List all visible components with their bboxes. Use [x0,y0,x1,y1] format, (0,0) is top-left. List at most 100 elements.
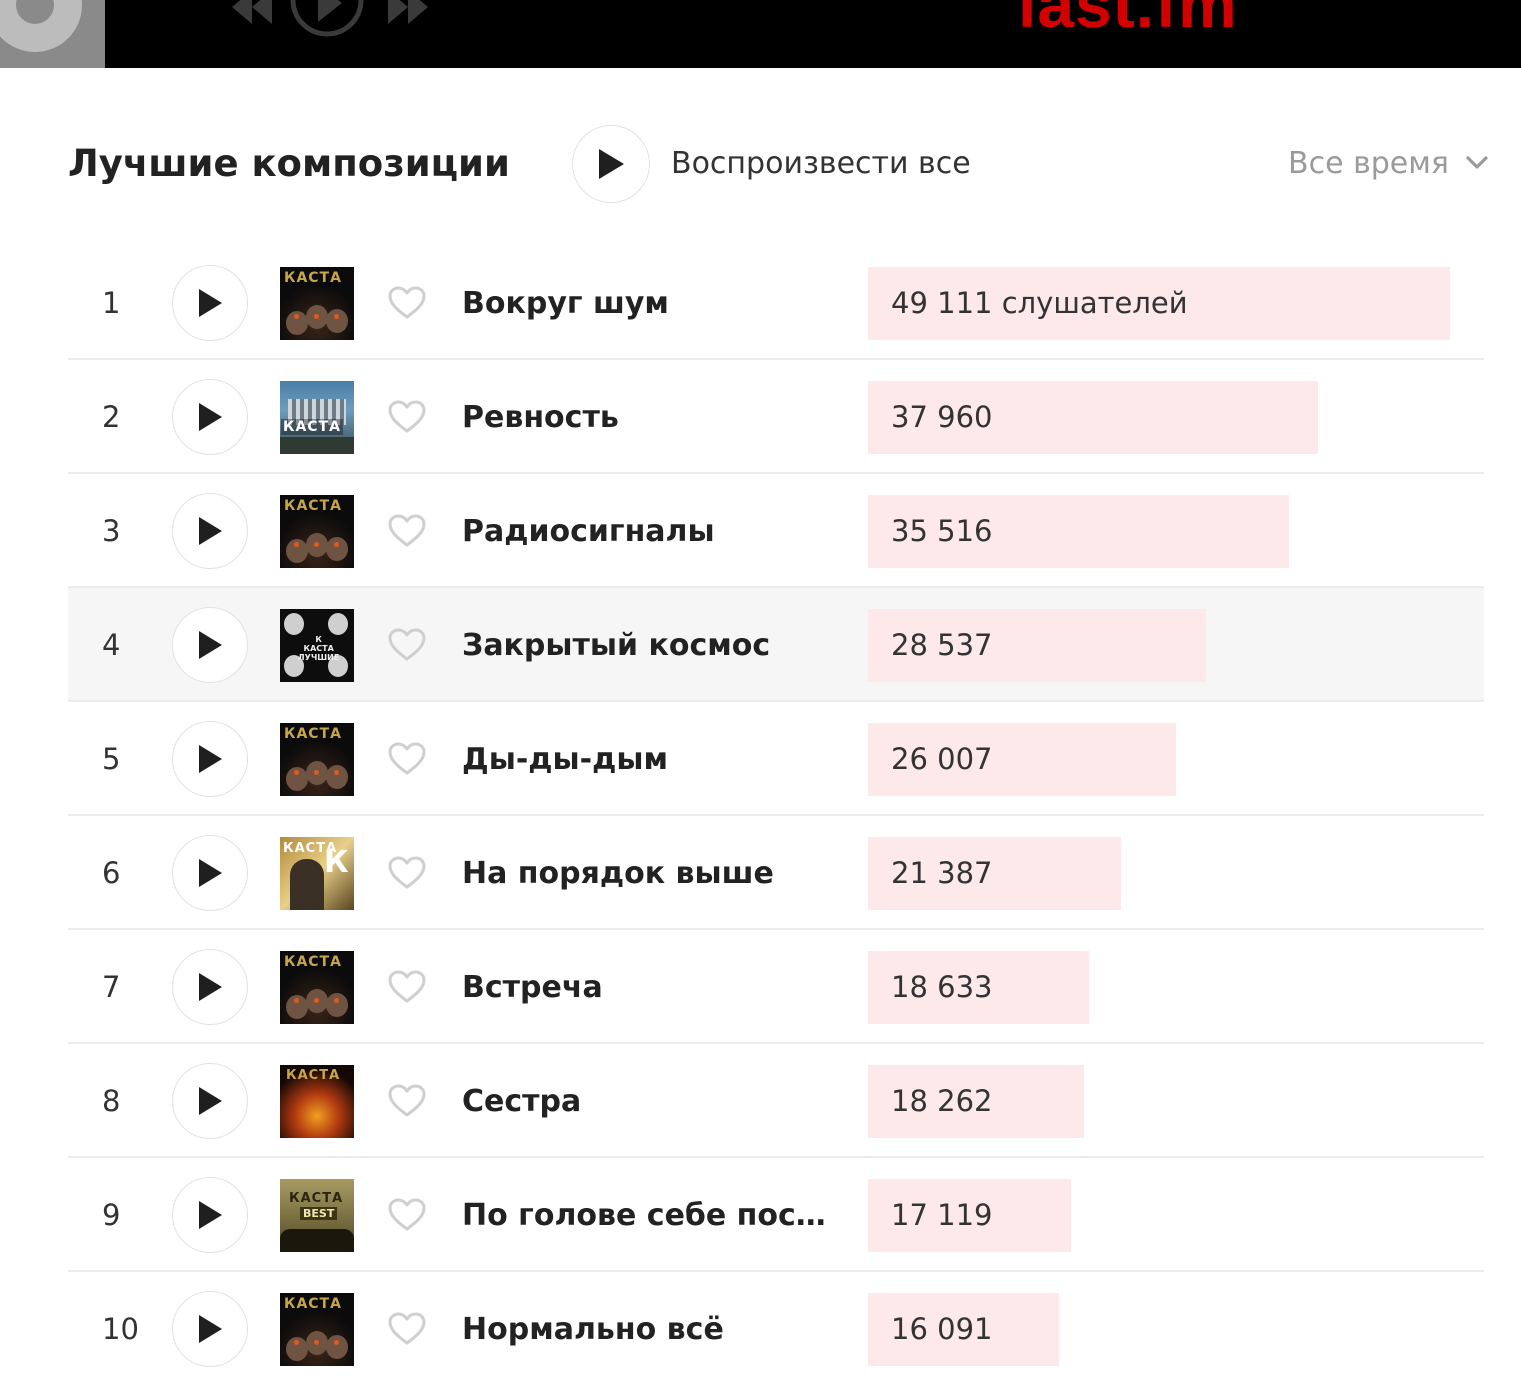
track-title[interactable]: На порядок выше [462,856,774,891]
track-cover[interactable]: КАСТА [280,267,354,340]
album-cover-art: КАСТА [280,381,354,454]
listeners-count: 35 516 [891,514,993,548]
player-play-button[interactable] [290,0,364,38]
heart-icon[interactable] [388,1198,426,1232]
play-all-label[interactable]: Воспроизвести все [671,146,971,181]
previous-button[interactable] [228,0,276,32]
album-cover-art: КАСТА [280,723,354,796]
track-title[interactable]: Вокруг шум [462,286,669,321]
listeners-bar [868,609,1206,682]
track-row[interactable]: 4 К КАСТА ЛУЧШИЕ Закрытый космос 28 537 [68,588,1484,702]
heart-icon[interactable] [388,1312,426,1346]
play-icon [199,1087,222,1115]
track-cover[interactable]: КАСТА К [280,837,354,910]
track-play-button[interactable] [172,265,248,341]
track-rank: 3 [102,514,121,548]
track-row[interactable]: 2 КАСТА Ревность 37 960 [68,360,1484,474]
track-play-button[interactable] [172,493,248,569]
track-cover[interactable]: КАСТА [280,1065,354,1138]
track-play-button[interactable] [172,835,248,911]
listeners-bar [868,267,1450,340]
track-rank: 6 [102,856,121,890]
track-rank: 9 [102,1198,121,1232]
play-all-button[interactable] [572,125,650,203]
heart-icon[interactable] [388,1084,426,1118]
track-cover[interactable]: КАСТА [280,723,354,796]
listeners-count: 28 537 [891,628,993,662]
heart-icon[interactable] [388,286,426,320]
track-play-button[interactable] [172,1291,248,1367]
track-title[interactable]: Ды-ды-дым [462,742,668,777]
chevron-down-icon [1466,155,1488,169]
lastfm-logo[interactable]: last.fm [1018,0,1238,41]
listeners-count: 49 111 слушателей [891,286,1188,320]
track-rank: 2 [102,400,121,434]
user-avatar[interactable] [0,0,105,68]
player-play-icon [290,0,364,37]
listeners-bar [868,381,1318,454]
track-row[interactable]: 7 КАСТА Встреча 18 633 [68,930,1484,1044]
track-rank: 10 [102,1312,139,1346]
heart-icon[interactable] [388,400,426,434]
next-button[interactable] [384,0,432,32]
track-row[interactable]: 9 КАСТА BEST По голове себе посту... 17 119 [68,1158,1484,1272]
track-cover[interactable]: КАСТА [280,381,354,454]
track-row[interactable]: 3 КАСТА Радиосигналы 35 516 [68,474,1484,588]
play-icon [199,289,222,317]
track-rank: 1 [102,286,121,320]
track-cover[interactable]: КАСТА [280,951,354,1024]
track-play-button[interactable] [172,1063,248,1139]
track-play-button[interactable] [172,607,248,683]
listeners-bar [868,495,1289,568]
track-row[interactable]: 8 КАСТА Сестра 18 262 [68,1044,1484,1158]
listeners-count: 18 262 [891,1084,993,1118]
listeners-bar [868,951,1089,1024]
album-cover-art: КАСТА [280,267,354,340]
track-title[interactable]: Сестра [462,1084,582,1119]
track-cover[interactable]: КАСТА [280,1293,354,1366]
track-row[interactable]: 5 КАСТА Ды-ды-дым 26 007 [68,702,1484,816]
track-play-button[interactable] [172,379,248,455]
track-cover[interactable]: К КАСТА ЛУЧШИЕ [280,609,354,682]
track-title[interactable]: По голове себе посту... [462,1198,834,1233]
album-cover-art: КАСТА [280,1065,354,1138]
heart-icon[interactable] [388,514,426,548]
album-cover-art: КАСТА [280,951,354,1024]
time-range-value: Все время [1288,146,1449,181]
play-icon [199,1201,222,1229]
heart-icon[interactable] [388,970,426,1004]
listeners-count: 17 119 [891,1198,993,1232]
track-cover[interactable]: КАСТА BEST [280,1179,354,1252]
track-title[interactable]: Нормально всё [462,1312,724,1347]
album-cover-art: КАСТА К [280,837,354,910]
track-row[interactable]: 1 КАСТА Вокруг шум 49 111 слушателей [68,246,1484,360]
track-row[interactable]: 10 КАСТА Нормально всё 16 091 [68,1272,1484,1377]
track-title[interactable]: Встреча [462,970,603,1005]
previous-icon [232,0,272,24]
play-icon [199,1315,222,1343]
heart-icon[interactable] [388,742,426,776]
listeners-count: 16 091 [891,1312,993,1346]
album-cover-art: КАСТА [280,495,354,568]
track-title[interactable]: Ревность [462,400,619,435]
track-rank: 7 [102,970,121,1004]
track-title[interactable]: Закрытый космос [462,628,771,663]
play-icon [199,631,222,659]
track-cover[interactable]: КАСТА [280,495,354,568]
top-tracks-list: 1 КАСТА Вокруг шум 49 111 слушателей 2 КАСТА Р… [68,246,1484,1377]
track-title[interactable]: Радиосигналы [462,514,715,549]
track-rank: 8 [102,1084,121,1118]
top-player-bar: last.fm [0,0,1521,68]
time-range-select[interactable]: Все время [1288,146,1489,181]
heart-icon[interactable] [388,856,426,890]
album-cover-art: КАСТА [280,1293,354,1366]
heart-icon[interactable] [388,628,426,662]
track-play-button[interactable] [172,949,248,1025]
track-play-button[interactable] [172,1177,248,1253]
track-row[interactable]: 6 КАСТА К На порядок выше 21 387 [68,816,1484,930]
listeners-count: 21 387 [891,856,993,890]
page-title: Лучшие композиции [68,142,510,185]
track-play-button[interactable] [172,721,248,797]
listeners-bar [868,1293,1059,1366]
track-rank: 5 [102,742,121,776]
